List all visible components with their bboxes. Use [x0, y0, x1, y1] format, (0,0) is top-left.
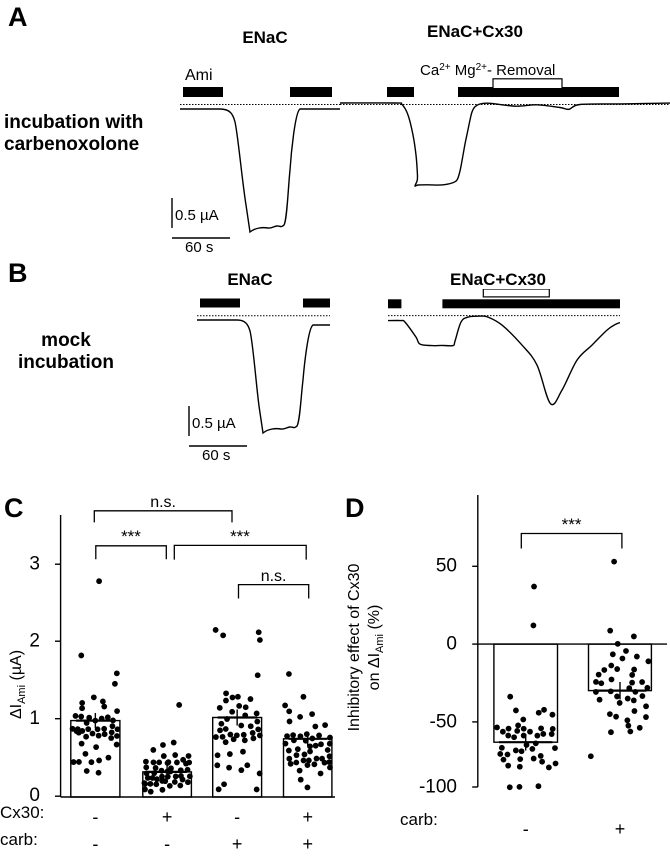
svg-text:-100: -100 [419, 777, 457, 798]
svg-text:0.5 µA: 0.5 µA [192, 415, 236, 432]
svg-text:-50: -50 [430, 712, 457, 733]
svg-text:Ami: Ami [185, 67, 213, 84]
svg-text:0.5 µA: 0.5 µA [175, 207, 219, 224]
svg-text:2: 2 [29, 631, 40, 652]
svg-text:-: - [92, 834, 98, 854]
svg-text:+: + [615, 819, 626, 839]
svg-text:0: 0 [446, 634, 457, 655]
svg-text:+: + [162, 807, 173, 827]
svg-text:3: 3 [29, 554, 40, 575]
svg-text:50: 50 [436, 556, 457, 577]
svg-text:60 s: 60 s [185, 239, 213, 256]
svg-text:carb:: carb: [0, 830, 38, 849]
svg-text:n.s.: n.s. [150, 494, 176, 511]
svg-text:n.s.: n.s. [261, 568, 287, 585]
svg-text:Cx30:: Cx30: [0, 803, 44, 822]
svg-text:***: *** [230, 527, 250, 546]
svg-text:60 s: 60 s [202, 447, 230, 460]
svg-text:+: + [302, 834, 313, 854]
svg-text:-: - [164, 834, 170, 854]
svg-text:+: + [232, 834, 243, 854]
svg-text:-: - [234, 807, 240, 827]
svg-text:-: - [92, 807, 98, 827]
svg-text:+: + [302, 807, 313, 827]
svg-text:carb:: carb: [400, 810, 438, 829]
svg-text:-: - [523, 819, 529, 839]
svg-text:***: *** [562, 515, 582, 534]
svg-text:1: 1 [29, 708, 40, 729]
svg-text:***: *** [121, 527, 141, 546]
svg-text:Ca2+ Mg2+- Removal: Ca2+ Mg2+- Removal [420, 62, 555, 80]
